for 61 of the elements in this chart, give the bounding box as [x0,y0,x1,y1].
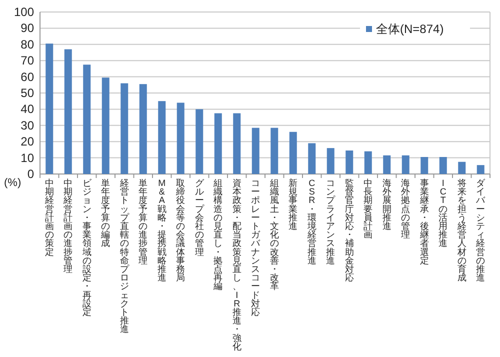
y-tick-label: 70 [20,54,34,68]
category-label: ダイバーシティ経営の推進 [476,178,486,283]
y-tick-label: 60 [20,70,34,84]
bar [439,156,447,174]
bar [383,155,391,174]
bar [120,83,128,174]
category-label: ビジョン・事業領域の設定・再設定 [82,178,92,317]
bar [46,44,54,174]
bar [420,156,428,174]
x-tick-label: 海外拠点の管理 [401,178,410,240]
bar [102,78,110,174]
category-label: 組織構造の見直し・拠点再編 [214,178,223,292]
x-tick-label: 海外展開推進 [382,178,392,231]
y-tick-label: 50 [20,86,34,100]
x-tick-label: 新規事業推進 [288,178,298,231]
bar [139,84,147,174]
y-tick-label: 90 [20,21,34,36]
y-tick-label: 40 [20,102,34,116]
category-label: コンプライアンス推進 [326,178,336,266]
y-tick-label: 30 [20,118,34,132]
category-label: 将来を担う経営人材の育成 [457,178,466,283]
category-label: CSR・環境経営推進 [307,178,316,266]
bar [64,49,72,174]
y-axis-title: (%) [4,177,22,189]
category-label: M&A戦略・提携戦略推進 [157,178,166,283]
bar [270,128,278,174]
category-label: 組織風土・文化の改善・改革 [270,178,279,292]
category-label: コーポレートガバナンスコード対応 [251,178,260,317]
x-tick-label: ICTの活用推進 [438,178,448,248]
category-label: 中期経営計画の進捗管理 [64,178,73,274]
category-label: グループ会社の管理 [194,178,204,257]
category-label: 事業継承・後継者選定 [420,178,429,266]
category-label: 経営トップ直轄の特命プロジェクト推進 [120,178,129,334]
category-label: 監督官庁対応・補助金対応 [344,178,354,283]
bar [308,143,316,174]
bar [458,162,466,174]
bar [233,113,241,174]
legend-label: 全体(N=874) [376,22,444,36]
category-label: 資本政策・配当政策見直し、IR推進・強化 [232,178,242,352]
bar [289,132,297,174]
y-tick-label: 20 [20,134,34,149]
y-tick-label: 10 [20,150,34,165]
bar [83,64,91,174]
category-label: 取締役会等の会議体事務局 [176,178,186,283]
category-label: 単年度予算の進捗管理 [138,178,148,266]
y-tick-label: 100 [14,5,34,19]
x-tick-label: 単年度予算の編成 [100,178,110,248]
category-label: 中期経営計画の策定 [44,178,54,257]
bar [326,148,334,174]
bar [346,150,354,174]
bar [214,113,222,174]
bar [176,102,184,174]
y-tick-label: 80 [20,37,34,52]
bar [402,155,410,174]
bar [364,151,372,174]
y-tick-label: 0 [27,167,34,181]
x-tick-label: 中長期要員計画 [364,178,373,240]
bar [158,101,166,174]
bar [252,128,260,174]
bar [476,165,484,174]
bar [196,109,204,174]
